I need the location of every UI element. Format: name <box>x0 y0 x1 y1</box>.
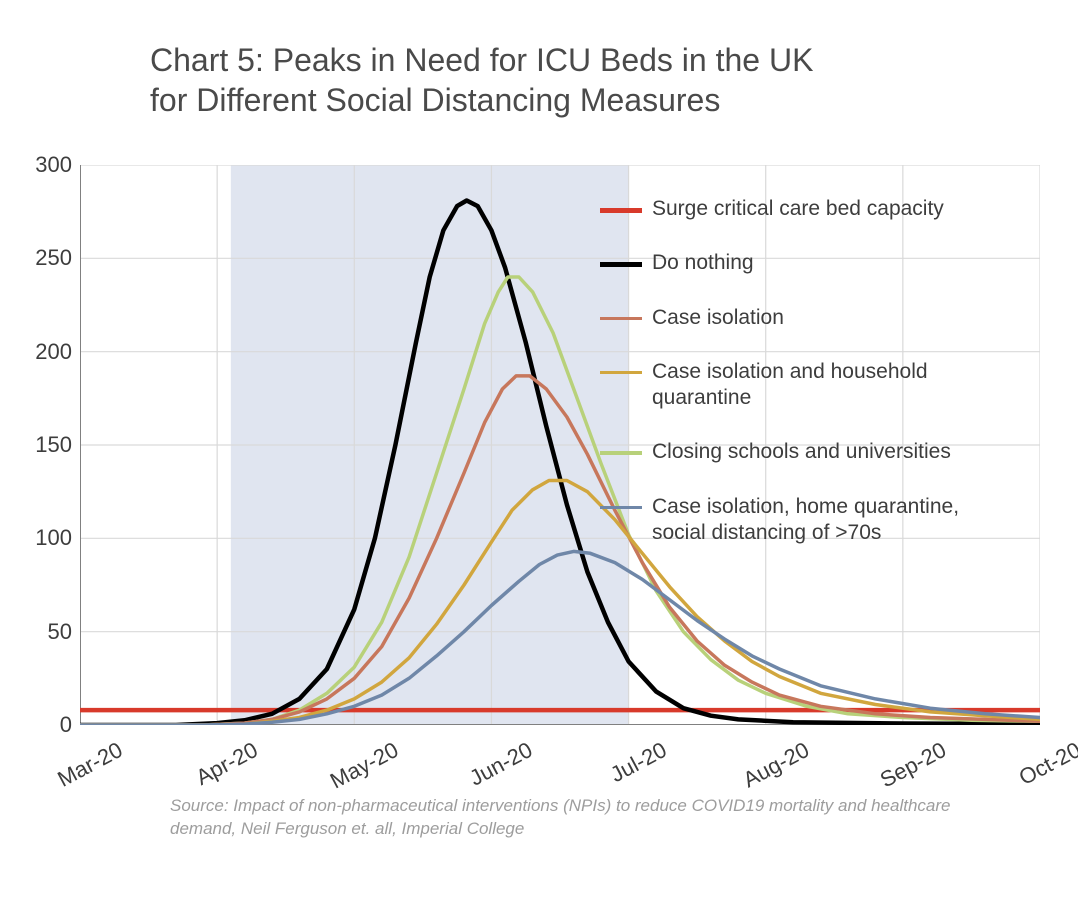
chart-title: Chart 5: Peaks in Need for ICU Beds in t… <box>150 40 970 120</box>
legend-label: Closing schools and universities <box>652 439 951 465</box>
chart-title-line2: for Different Social Distancing Measures <box>150 80 970 120</box>
legend-swatch <box>600 317 642 321</box>
x-tick-label: Mar-20 <box>53 737 127 793</box>
legend-label: Case isolation, home quarantine, social … <box>652 494 1012 547</box>
legend-label: Surge critical care bed capacity <box>652 196 944 222</box>
legend-item-ci_hq_sd70: Case isolation, home quarantine, social … <box>600 494 1030 547</box>
legend-swatch <box>600 451 642 455</box>
legend-swatch <box>600 506 642 510</box>
x-tick-label: Aug-20 <box>739 737 814 793</box>
y-tick-label: 300 <box>35 152 72 178</box>
y-tick-label: 100 <box>35 525 72 551</box>
legend-label: Case isolation and household quarantine <box>652 359 1012 412</box>
legend-swatch <box>600 208 642 213</box>
x-tick-label: Jul-20 <box>606 737 671 788</box>
x-tick-label: May-20 <box>326 737 403 794</box>
x-tick-label: Jun-20 <box>466 737 538 792</box>
x-tick-label: Apr-20 <box>192 737 263 791</box>
y-tick-label: 50 <box>48 619 72 645</box>
legend-item-do_nothing: Do nothing <box>600 250 1030 276</box>
y-tick-label: 150 <box>35 432 72 458</box>
legend-item-ci_hq: Case isolation and household quarantine <box>600 359 1030 412</box>
source-caption: Source: Impact of non-pharmaceutical int… <box>170 795 990 841</box>
y-tick-label: 250 <box>35 245 72 271</box>
y-tick-label: 200 <box>35 339 72 365</box>
legend-item-close_schools: Closing schools and universities <box>600 439 1030 465</box>
y-tick-label: 0 <box>60 712 72 738</box>
legend-item-surge: Surge critical care bed capacity <box>600 196 1030 222</box>
x-tick-label: Oct-20 <box>1015 737 1078 791</box>
legend-label: Case isolation <box>652 305 784 331</box>
legend-item-case_isolation: Case isolation <box>600 305 1030 331</box>
legend-swatch <box>600 371 642 375</box>
legend-swatch <box>600 262 642 267</box>
legend-label: Do nothing <box>652 250 754 276</box>
x-tick-label: Sep-20 <box>876 737 951 793</box>
chart-title-line1: Chart 5: Peaks in Need for ICU Beds in t… <box>150 40 970 80</box>
legend: Surge critical care bed capacity Do nothi… <box>600 196 1030 574</box>
